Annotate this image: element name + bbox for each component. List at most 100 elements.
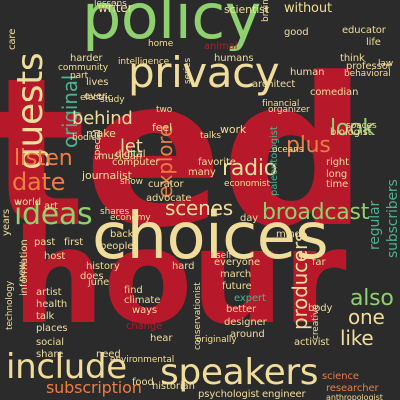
word-make: make [86,127,116,140]
word-work: work [220,123,247,136]
word-brain: brain [261,0,271,22]
word-time: time [326,179,349,190]
word-computer: computer [112,157,160,168]
word-activist: activist [294,337,330,348]
word-life: life [366,37,381,48]
word-curator: curator [148,179,184,190]
word-radio: radio [222,156,277,181]
word-economy: economy [110,213,151,223]
word-choices: choices [92,200,329,274]
word-years: years [1,208,12,236]
word-producers: producers [288,231,312,330]
word-creative: creative [311,304,321,340]
word-comedian: comedian [310,87,359,98]
word-listen: listen [14,146,73,171]
word-environmental: environmental [110,355,175,365]
word-right: right [326,157,349,168]
word-long: long [326,169,348,180]
word-law: law [378,59,394,69]
word-shares: shares [100,207,130,217]
word-self: self [216,251,232,261]
word-food: food [132,377,154,388]
word-hear: hear [150,333,173,344]
word-like: like [340,326,374,350]
word-talks: talks [200,131,221,141]
word-paleontologist: paleontologist [269,126,280,196]
word-psychologist: psychologist [198,389,260,400]
word-does: does [80,271,104,282]
word-animal: animal [204,41,238,52]
word-lessons: lessons [94,0,127,9]
word-economist: economist [224,179,270,189]
word-electric: electric [80,93,113,103]
word-lives: lives [86,77,109,88]
word-organizer: organizer [268,105,310,115]
word-biologist: biologist [330,127,372,138]
word-june: june [88,277,110,288]
word-architect: architect [252,79,296,90]
word-talk: talk [36,311,55,322]
word-historian: historian [152,381,195,392]
word-ways: ways [132,305,158,316]
word-need: need [96,349,121,360]
word-anthropologist: anthropologist [326,393,383,400]
word-without: without [284,1,332,16]
word-host: host [44,251,66,262]
word-back: back [110,229,134,240]
word-future: future [222,281,252,292]
word-musician: musician [98,151,143,162]
word-spaces: spaces [346,121,377,131]
word-world: world [14,197,42,208]
word-look: look [330,116,375,141]
word-good: good [284,27,309,38]
word-engineer: engineer [262,389,306,400]
word-financial: financial [262,99,300,109]
word-study: study [100,95,125,105]
word-social: social [36,337,64,348]
word-show: show [120,177,143,187]
word-behavioral: behavioral [344,69,391,79]
word-find: find [124,285,143,296]
word-home: home [148,39,174,49]
word-scenes: scenes [165,196,233,220]
word-people: people [100,241,134,252]
word-humans: humans [214,53,254,64]
word-part: part [70,71,89,81]
word-minds: minds [276,229,306,240]
word-date: date [12,168,66,196]
word-information: information [19,239,30,296]
word-history: history [86,261,120,272]
word-intelligence: intelligence [118,57,170,67]
word-art: art [44,201,58,212]
word-researcher: researcher [326,383,379,394]
word-educator: educator [342,25,386,36]
word-subscribers: subscribers [385,179,400,258]
word-places: places [36,323,68,334]
word-climate: climate [124,295,161,306]
word-broadcast: broadcast [262,200,370,225]
word-community: community [58,63,108,73]
word-everyone: everyone [214,257,261,268]
word-harder: harder [70,53,103,64]
word-human: human [290,67,325,78]
word-designer: designer [224,317,267,328]
word-change: change [126,321,163,332]
word-think: think [340,53,365,64]
word-body: body [308,303,333,314]
word-journalist: journalist [82,169,132,182]
word-plus: plus [286,133,331,158]
word-favorite: favorite [198,157,236,168]
word-originally: originally [196,335,237,345]
word-far: far [312,257,326,268]
word-many: many [188,167,216,178]
word-feel: feel [152,121,173,134]
word-bodies: bodies [72,133,102,143]
word-scientist: scientist [224,3,269,16]
word-hard: hard [172,261,195,272]
word-health: health [36,299,68,310]
word-digital: digital [115,149,146,160]
word-past: past [34,237,56,248]
word-behind: behind [72,108,133,129]
word-include: include [6,347,127,387]
